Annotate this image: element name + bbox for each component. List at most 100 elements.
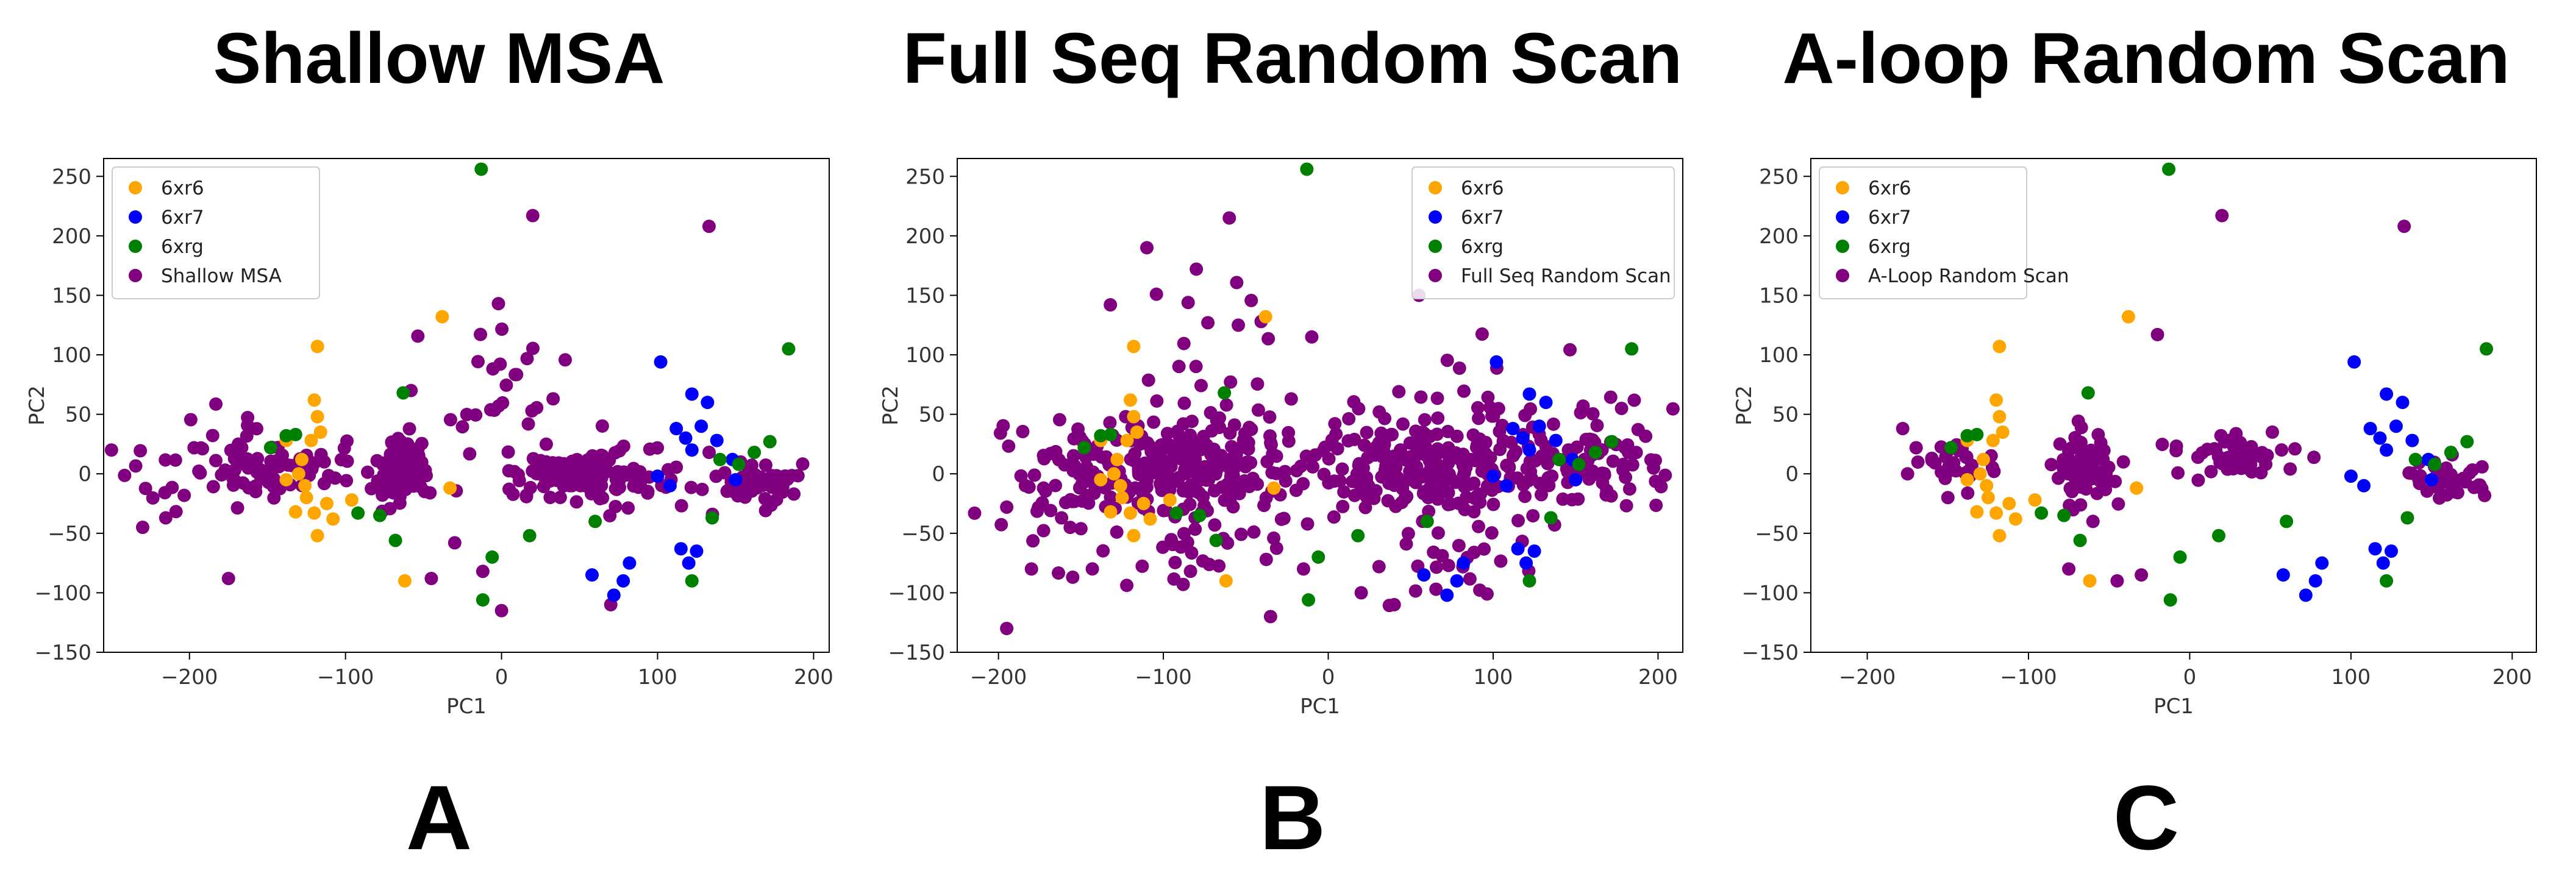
data-point [1177, 396, 1191, 410]
data-point [1263, 610, 1277, 624]
data-point [1052, 413, 1066, 427]
data-point [485, 550, 499, 564]
legend-marker [1836, 269, 1849, 282]
data-point [1357, 438, 1371, 452]
plot-frame [103, 158, 830, 653]
data-point [1604, 390, 1618, 404]
data-point [1467, 505, 1481, 519]
data-point [1477, 542, 1491, 556]
data-point [1094, 429, 1108, 443]
data-point [620, 468, 634, 482]
y-tick-label: −150 [1742, 641, 1799, 665]
data-point [1322, 476, 1336, 490]
data-point [1123, 506, 1137, 520]
series-sample-points [1896, 208, 2492, 588]
data-point [340, 454, 354, 468]
data-point [2212, 529, 2226, 543]
data-point [319, 497, 334, 511]
data-point [1427, 485, 1441, 499]
data-point [393, 496, 407, 510]
data-point [1490, 355, 1504, 369]
data-point [2116, 455, 2130, 469]
series-6xrg-points [1077, 162, 1639, 607]
data-point [2444, 446, 2458, 460]
data-point [1441, 558, 1455, 572]
data-point [1123, 393, 1137, 407]
data-point [695, 482, 709, 496]
data-point [682, 556, 696, 570]
data-point [1327, 510, 1341, 524]
data-point [146, 491, 160, 505]
data-point [1192, 486, 1206, 500]
data-point [1606, 454, 1620, 468]
data-point [1925, 454, 1939, 468]
y-tick-label: −50 [901, 522, 945, 546]
data-point [1666, 402, 1680, 416]
data-point [1163, 493, 1177, 507]
data-point [1048, 447, 1062, 461]
data-point [1103, 416, 1117, 430]
data-point [1341, 434, 1355, 448]
data-point [1942, 458, 1956, 472]
data-point [1450, 574, 1464, 588]
data-point [1194, 379, 1208, 393]
data-point [641, 486, 655, 500]
data-point [1234, 527, 1248, 541]
data-point [1065, 494, 1079, 508]
data-point [2084, 443, 2098, 457]
series-6xr7-points [1417, 355, 1583, 602]
data-point [1026, 534, 1040, 548]
data-point [2228, 448, 2242, 462]
data-point [1900, 467, 1914, 481]
data-point [685, 387, 699, 401]
data-point [2308, 574, 2322, 588]
plot-frame [957, 158, 1683, 653]
series-6xr6-points [279, 310, 457, 588]
data-point [1519, 556, 1533, 570]
data-point [2283, 462, 2297, 476]
data-point [603, 508, 617, 522]
data-point [1944, 441, 1958, 455]
data-point [129, 459, 143, 473]
data-point [523, 529, 537, 543]
data-point [1491, 402, 1505, 416]
y-tick-label: 200 [52, 224, 91, 249]
data-point [1472, 411, 1486, 426]
data-point [1522, 574, 1536, 588]
y-tick-label: 50 [65, 403, 91, 427]
data-point [1471, 401, 1485, 415]
data-point [1104, 298, 1118, 312]
data-point [566, 467, 580, 481]
data-point [2095, 444, 2109, 458]
data-point [1522, 443, 1536, 457]
data-point [1350, 467, 1364, 481]
data-point [2265, 425, 2279, 439]
data-point [2225, 461, 2239, 475]
data-point [543, 474, 557, 488]
legend-box [1819, 166, 2027, 299]
data-point [168, 453, 182, 467]
data-point [1183, 428, 1197, 442]
data-point [1080, 488, 1094, 502]
data-point [1511, 542, 1525, 556]
data-point [1177, 337, 1191, 351]
data-point [709, 469, 723, 483]
data-point [2397, 219, 2411, 233]
data-point [2413, 477, 2427, 491]
data-point [2357, 479, 2371, 493]
data-point [377, 468, 391, 482]
y-tick-label: 250 [1759, 165, 1799, 189]
data-point [593, 488, 607, 502]
data-point [1002, 439, 1016, 453]
data-point [2191, 450, 2205, 465]
data-point [745, 484, 759, 498]
data-point [135, 521, 149, 535]
data-point [1563, 343, 1577, 357]
data-point [2235, 439, 2249, 453]
data-point [1000, 621, 1014, 635]
data-point [2368, 542, 2382, 556]
x-tick-label: 100 [638, 665, 677, 689]
data-point [720, 484, 734, 498]
data-point [295, 452, 309, 466]
y-tick-label: 150 [52, 283, 91, 308]
